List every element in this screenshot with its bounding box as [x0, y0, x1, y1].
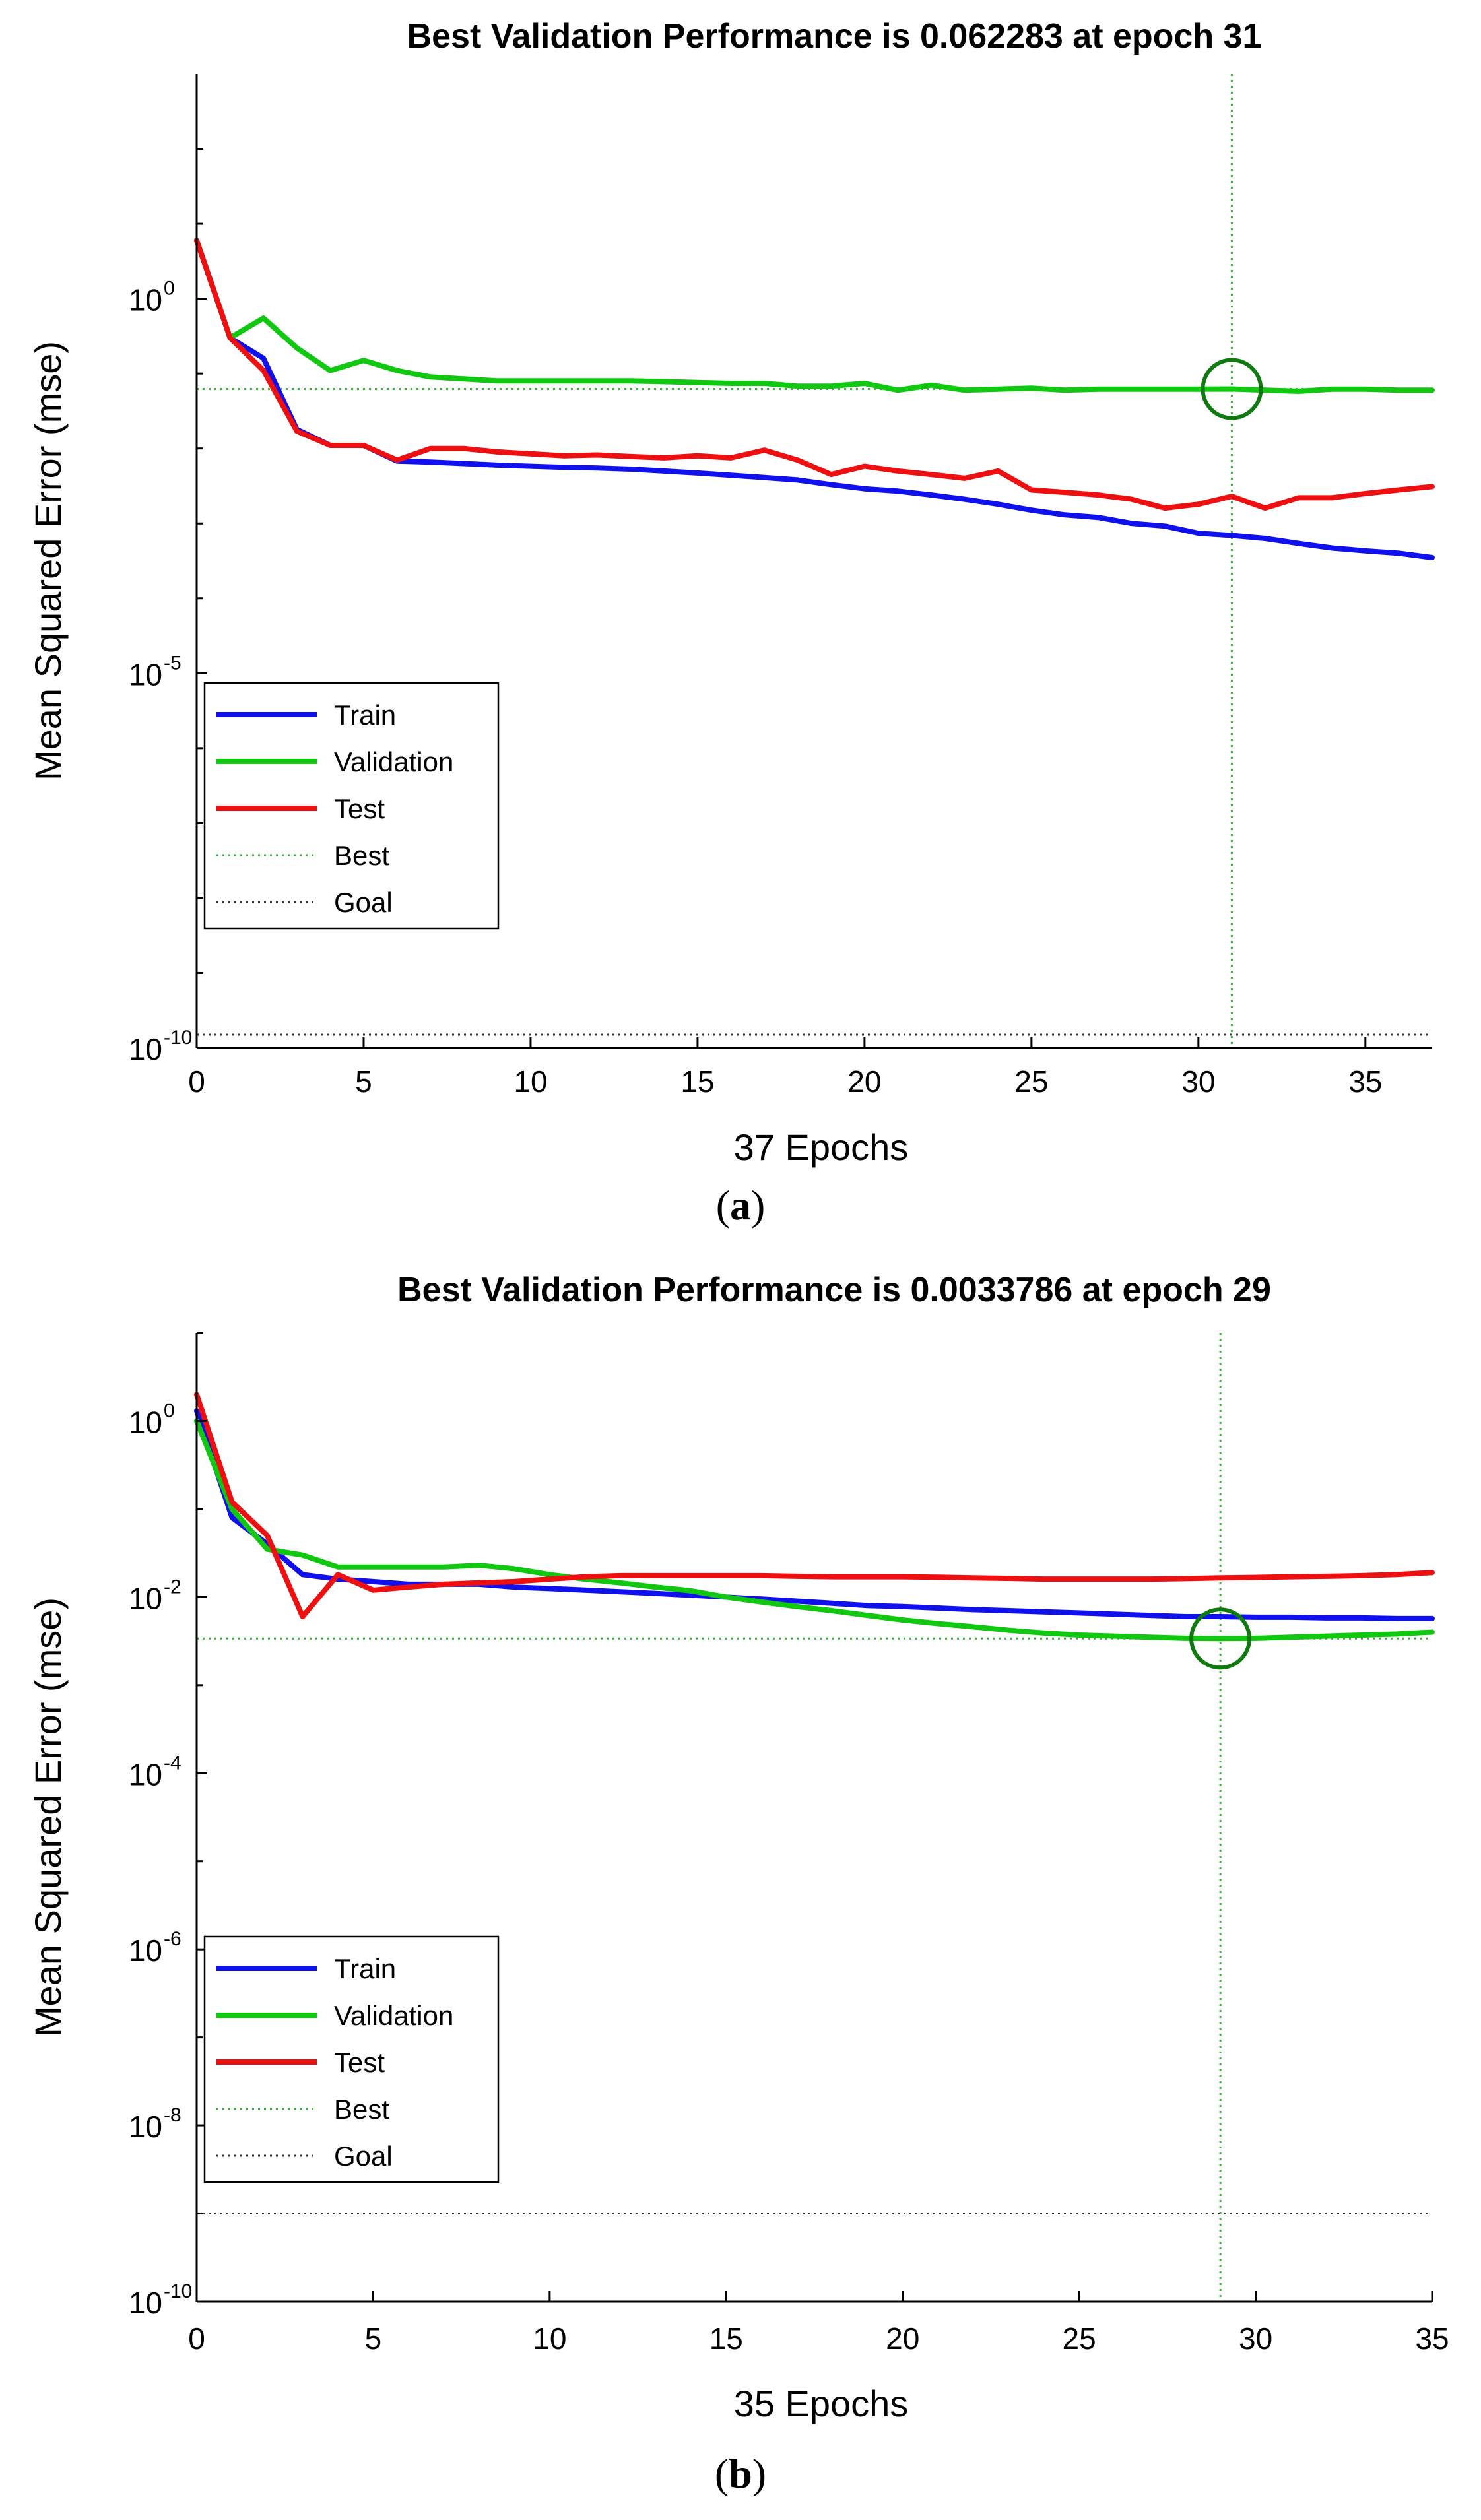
- y-tick-exponent: -4: [164, 1752, 181, 1774]
- y-tick-exponent: -10: [164, 1027, 192, 1049]
- y-tick-label: 10: [129, 1933, 162, 1968]
- y-tick-exponent: -2: [164, 1576, 181, 1598]
- x-axis-label: 37 Epochs: [734, 1126, 909, 1168]
- x-tick-label: 15: [680, 1064, 714, 1099]
- y-tick-exponent: 0: [164, 278, 175, 300]
- x-tick-label: 30: [1239, 2321, 1272, 2356]
- caption-b: (b): [714, 2450, 767, 2497]
- caption-a: (a): [715, 1182, 766, 1229]
- y-tick-exponent: -10: [164, 2280, 192, 2302]
- y-axis-label: Mean Squared Error (mse): [27, 341, 69, 781]
- y-tick-exponent: 0: [164, 1400, 175, 1421]
- performance-chart-b: Best Validation Performance is 0.0033786…: [27, 1271, 1449, 2424]
- y-tick-label: 10: [129, 1757, 162, 1792]
- y-tick-label: 10: [129, 1581, 162, 1615]
- legend-label-validation: Validation: [334, 2000, 453, 2031]
- x-tick-label: 10: [533, 2321, 566, 2356]
- series-train-line: [194, 238, 1435, 560]
- series-train-line: [194, 1408, 1435, 1621]
- chart-title: Best Validation Performance is 0.0033786…: [397, 1271, 1271, 1309]
- legend-label-test: Test: [334, 2047, 385, 2078]
- x-tick-label: 15: [709, 2321, 743, 2356]
- legend-label-best: Best: [334, 2094, 389, 2125]
- x-tick-label: 5: [355, 1064, 372, 1099]
- legend-label-goal: Goal: [334, 887, 393, 918]
- y-tick-exponent: -5: [164, 652, 181, 674]
- best-point-marker: [1189, 1607, 1252, 1670]
- best-point-marker: [1201, 358, 1263, 420]
- y-axis-label: Mean Squared Error (mse): [27, 1598, 69, 2037]
- x-tick-label: 25: [1063, 2321, 1096, 2356]
- series-validation-line: [194, 1418, 1435, 1642]
- y-tick-exponent: -8: [164, 2104, 181, 2126]
- y-tick-label: 10: [129, 283, 162, 317]
- performance-chart-a: Best Validation Performance is 0.062283 …: [27, 17, 1435, 1168]
- legend-label-goal: Goal: [334, 2141, 393, 2172]
- series-test-line: [194, 238, 1435, 511]
- legend: Train Validation Test Best Goal: [203, 1935, 500, 2183]
- x-tick-label: 35: [1415, 2321, 1449, 2356]
- x-tick-label: 25: [1014, 1064, 1048, 1099]
- y-tick-label: 10: [129, 657, 162, 692]
- legend: Train Validation Test Best Goal: [203, 682, 500, 930]
- x-tick-label: 30: [1181, 1064, 1215, 1099]
- x-tick-label: 10: [513, 1064, 547, 1099]
- x-tick-label: 35: [1348, 1064, 1382, 1099]
- x-tick-label: 0: [188, 1064, 205, 1099]
- legend-label-best: Best: [334, 840, 389, 871]
- x-tick-label: 20: [886, 2321, 919, 2356]
- x-tick-label: 0: [188, 2321, 205, 2356]
- x-tick-label: 20: [847, 1064, 881, 1099]
- caption-b-letter: b: [729, 2450, 752, 2497]
- legend-label-train: Train: [334, 1953, 396, 1984]
- legend-label-validation: Validation: [334, 746, 453, 777]
- x-tick-label: 5: [365, 2321, 382, 2356]
- legend-label-train: Train: [334, 699, 396, 730]
- y-tick-label: 10: [129, 1405, 162, 1439]
- legend-label-test: Test: [334, 793, 385, 824]
- series-test-line: [194, 1392, 1435, 1619]
- y-tick-label: 10: [129, 2286, 162, 2320]
- y-tick-exponent: -6: [164, 1928, 181, 1950]
- chart-title: Best Validation Performance is 0.062283 …: [407, 17, 1262, 55]
- x-axis-label: 35 Epochs: [734, 2383, 909, 2424]
- y-tick-label: 10: [129, 2110, 162, 2144]
- caption-a-letter: a: [730, 1182, 751, 1229]
- y-tick-label: 10: [129, 1032, 162, 1066]
- series-validation-line: [194, 238, 1435, 394]
